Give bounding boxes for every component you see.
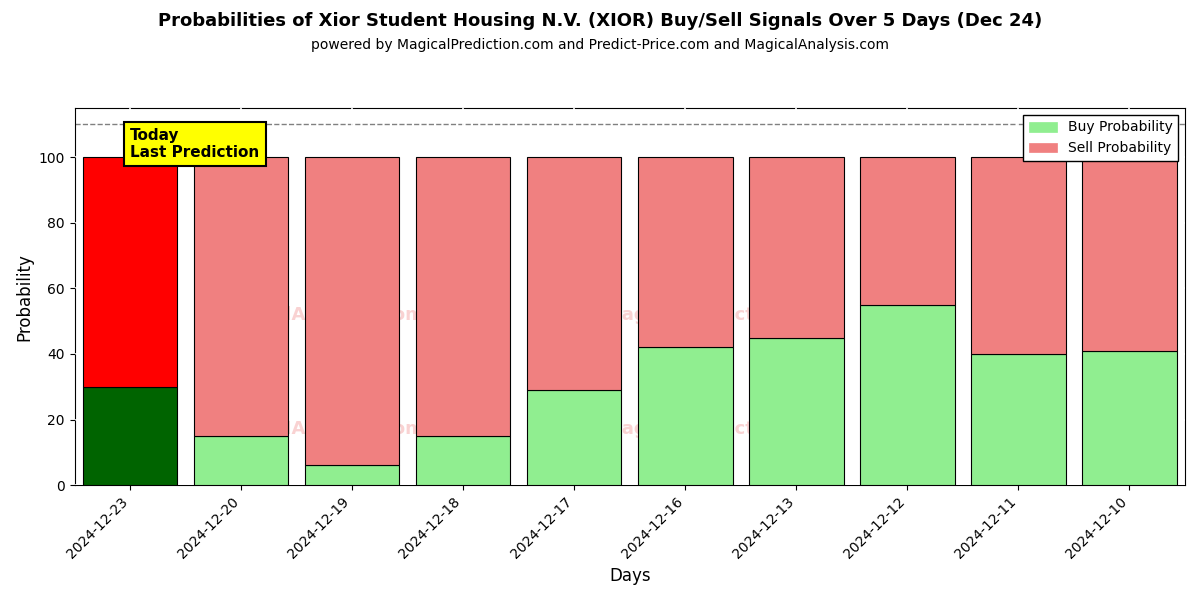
Bar (1082, 157, 1177, 350)
Bar (749, 157, 844, 338)
Text: Probabilities of Xior Student Housing N.V. (XIOR) Buy/Sell Signals Over 5 Days (: Probabilities of Xior Student Housing N.… (158, 12, 1042, 30)
Text: Today
Last Prediction: Today Last Prediction (130, 128, 259, 160)
Bar (83, 157, 178, 387)
Bar (860, 305, 955, 485)
Bar (83, 387, 178, 485)
Text: MagicalPrediction.com: MagicalPrediction.com (604, 419, 834, 437)
Legend: Buy Probability, Sell Probability: Buy Probability, Sell Probability (1024, 115, 1178, 161)
Bar (527, 157, 622, 390)
Bar (416, 436, 510, 485)
Bar (1082, 350, 1177, 485)
Bar (305, 157, 400, 466)
Text: MagicalAnalysis.com: MagicalAnalysis.com (214, 419, 424, 437)
Bar (971, 354, 1066, 485)
Bar (305, 466, 400, 485)
Bar (194, 436, 288, 485)
Bar (749, 338, 844, 485)
Bar (416, 157, 510, 436)
Bar (527, 390, 622, 485)
Bar (971, 157, 1066, 354)
Bar (638, 347, 732, 485)
Text: MagicalAnalysis.com: MagicalAnalysis.com (214, 307, 424, 325)
Text: MagicalPrediction.com: MagicalPrediction.com (604, 307, 834, 325)
Bar (860, 157, 955, 305)
Text: powered by MagicalPrediction.com and Predict-Price.com and MagicalAnalysis.com: powered by MagicalPrediction.com and Pre… (311, 38, 889, 52)
Bar (638, 157, 732, 347)
Bar (194, 157, 288, 436)
Y-axis label: Probability: Probability (16, 253, 34, 341)
X-axis label: Days: Days (610, 567, 650, 585)
